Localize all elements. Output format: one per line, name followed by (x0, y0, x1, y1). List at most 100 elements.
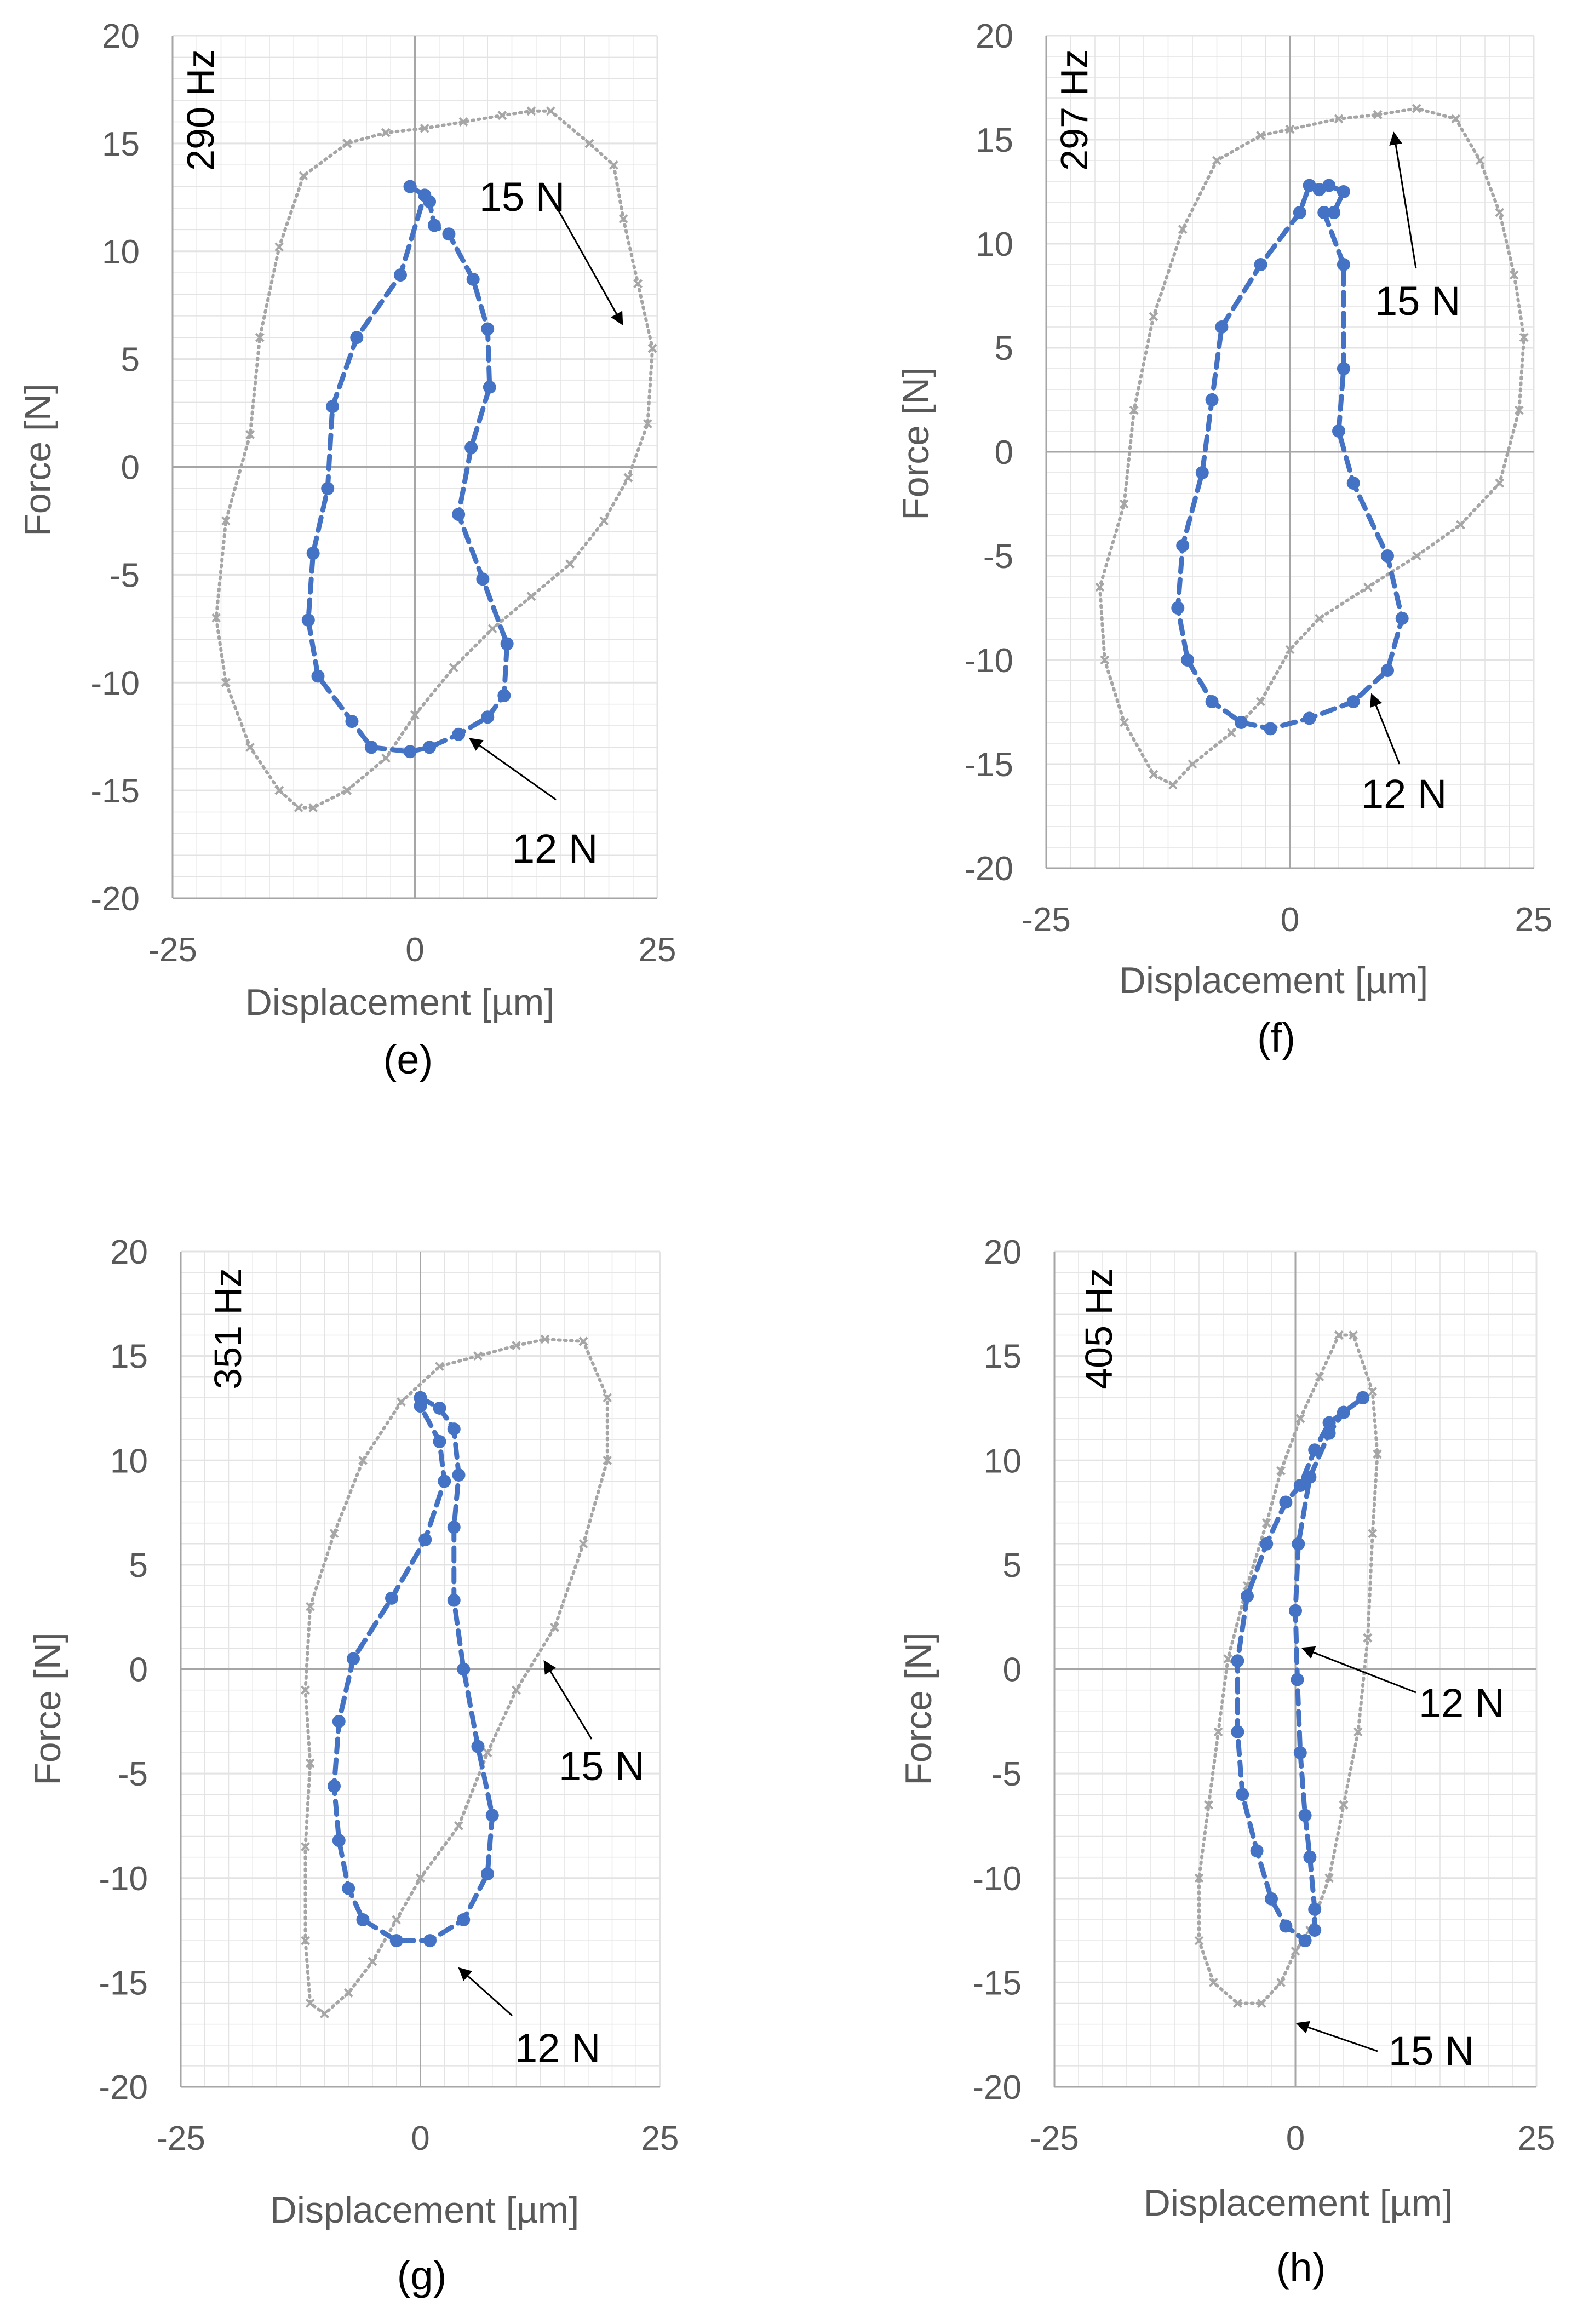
chart-f-svg: 20 15 10 5 0 -5 -10 -15 -20-25 0 25 Displacement [… (895, 18, 1552, 1060)
point-15n (1213, 1727, 1223, 1737)
subplot-label: (e) (383, 1037, 433, 1082)
annotation-15n: 15 N (479, 174, 565, 220)
point-12n (1231, 1725, 1244, 1738)
point-12n (447, 1593, 461, 1607)
point-15n (526, 592, 536, 601)
point-12n (403, 745, 417, 759)
point-15n (458, 117, 468, 127)
point-15n (1285, 645, 1295, 655)
y-tick-label: -5 (110, 556, 140, 594)
point-12n (1181, 653, 1195, 667)
point-15n (1149, 770, 1158, 779)
point-15n (1256, 697, 1266, 707)
tick-labels: 20 15 10 5 0 -5 -10 -15 -20-25 0 25 (90, 18, 676, 969)
point-15n (320, 2009, 329, 2018)
chart-h-svg: 20 15 10 5 0 -5 -10 -15 -20-25 0 25 Displacement [… (898, 1233, 1555, 2290)
point-15n (1178, 224, 1188, 234)
frequency-label: 405 Hz (1077, 1268, 1120, 1390)
point-15n (1349, 1330, 1358, 1340)
point-15n (211, 613, 221, 623)
point-12n (481, 322, 495, 336)
point-15n (473, 1351, 483, 1361)
point-15n (343, 1988, 353, 1998)
point-12n (1289, 1604, 1302, 1617)
point-15n (578, 1539, 588, 1549)
point-12n (423, 1934, 437, 1948)
point-15n (1295, 1414, 1305, 1424)
point-12n (326, 400, 340, 414)
point-15n (392, 1915, 402, 1925)
point-15n (1129, 405, 1139, 415)
y-tick-label: 15 (984, 1338, 1022, 1376)
point-12n (471, 1740, 485, 1753)
point-15n (1314, 613, 1324, 623)
point-12n (457, 1662, 471, 1676)
arrow-15n (543, 1660, 593, 1740)
point-15n (274, 785, 284, 795)
point-15n (1119, 718, 1129, 727)
y-tick-label: 0 (121, 449, 140, 487)
point-15n (299, 171, 308, 181)
point-12n (1337, 1405, 1350, 1419)
point-12n (1322, 1426, 1336, 1440)
x-tick-label: 0 (1286, 2120, 1305, 2157)
point-15n (1095, 582, 1105, 592)
point-12n (306, 547, 320, 560)
y-tick-label: -20 (972, 2069, 1022, 2107)
y-tick-label: -20 (99, 2069, 148, 2107)
x-tick-label: 0 (411, 2120, 429, 2157)
series-line-15n (1197, 1333, 1379, 2005)
y-tick-label: -5 (991, 1755, 1022, 1793)
y-tick-label: -15 (99, 1964, 148, 2002)
y-tick-label: 5 (995, 330, 1013, 368)
point-15n (305, 1758, 315, 1768)
y-tick-label: 15 (976, 122, 1013, 159)
point-15n (1276, 1977, 1286, 1987)
chart-panel-h: 20 15 10 5 0 -5 -10 -15 -20 -25 0 25 Displacement [… (791, 1221, 1583, 2324)
data-series (211, 106, 657, 813)
x-tick-label: 0 (405, 931, 424, 969)
point-12n (1395, 612, 1409, 625)
point-15n (633, 279, 643, 289)
point-12n (1337, 258, 1350, 271)
point-15n (546, 106, 555, 116)
subplot-label: (g) (397, 2253, 446, 2298)
data-series (301, 1334, 612, 2018)
point-15n (1475, 156, 1485, 165)
chart-panel-e: 20 15 10 5 0 -5 -10 -15 -20 -25 0 25 Displacement [… (0, 0, 791, 1139)
chart-e-svg: 20 15 10 5 0 -5 -10 -15 -20-25 0 25 Displacement [… (17, 18, 676, 1082)
point-15n (381, 753, 391, 763)
x-tick-label: -25 (1030, 2120, 1079, 2157)
series-line-15n (214, 109, 655, 810)
point-12n (414, 1391, 427, 1404)
point-12n (418, 188, 432, 202)
point-15n (1100, 655, 1110, 665)
y-axis-label: Force [N] (895, 367, 937, 520)
point-12n (452, 508, 466, 521)
point-15n (274, 242, 284, 252)
point-12n (1346, 477, 1360, 490)
point-15n (301, 1842, 310, 1851)
point-15n (1373, 1449, 1383, 1459)
point-15n (435, 1362, 444, 1372)
y-tick-label: 20 (984, 1233, 1022, 1271)
point-15n (1291, 1946, 1300, 1956)
point-12n (1279, 1495, 1293, 1509)
point-15n (1456, 520, 1465, 530)
point-15n (1334, 1330, 1344, 1340)
point-15n (1315, 1372, 1324, 1382)
point-15n (342, 139, 352, 148)
point-15n (1495, 208, 1505, 217)
point-15n (487, 624, 497, 634)
tick-labels: 20 15 10 5 0 -5 -10 -15 -20-25 0 25 (964, 18, 1552, 939)
point-12n (1293, 1746, 1307, 1759)
point-15n (1334, 114, 1344, 124)
point-15n (578, 1336, 588, 1346)
point-12n (485, 1809, 499, 1822)
point-15n (1204, 1800, 1214, 1810)
y-tick-label: -10 (972, 1860, 1022, 1898)
point-15n (368, 1956, 377, 1966)
point-15n (410, 710, 420, 720)
point-12n (1308, 1443, 1322, 1457)
point-12n (1332, 424, 1345, 438)
